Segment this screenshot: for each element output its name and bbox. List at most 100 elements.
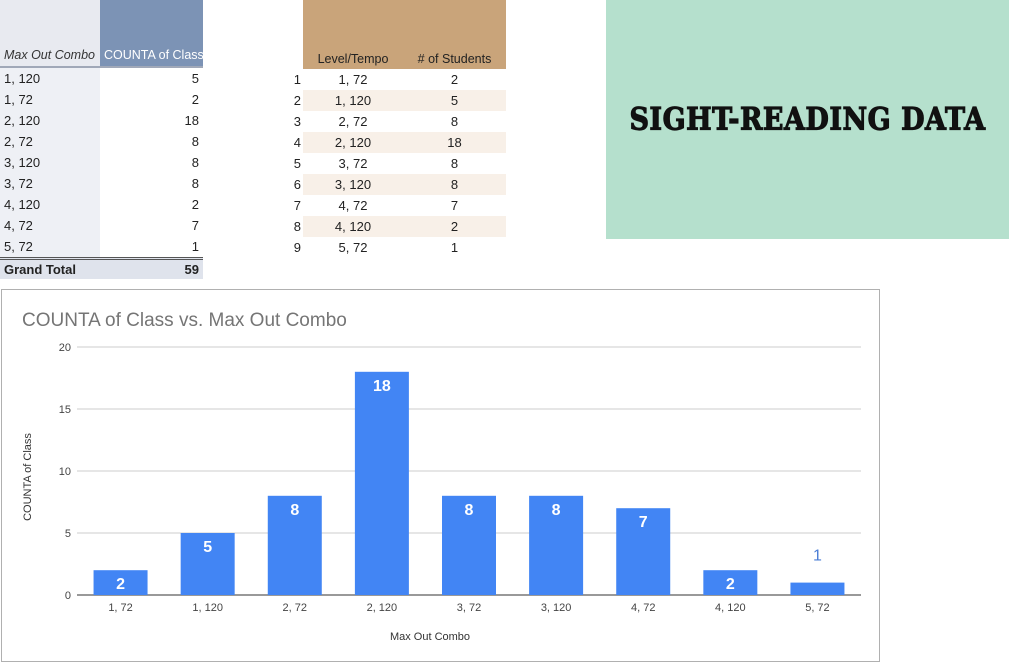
pivot-row: 2, 120 18 <box>0 110 203 131</box>
level-row-index[interactable]: 6 <box>293 177 301 192</box>
level-header-students: # of Students <box>417 52 492 66</box>
pivot-total-value[interactable]: 59 <box>184 262 199 277</box>
pivot-cell-combo[interactable]: 1, 120 <box>0 68 100 89</box>
level-header-cell[interactable]: # of Students <box>403 0 506 69</box>
level-cell-tempo[interactable]: 4, 72 <box>338 198 368 213</box>
x-tick-label: 1, 72 <box>108 602 132 614</box>
bar[interactable] <box>442 495 496 595</box>
y-tick-label: 20 <box>59 342 71 354</box>
level-rows: 1 1, 72 2 2 1, 120 5 3 2, 72 8 4 2, 120 18 5 3, 72 8 6 3… <box>280 69 506 258</box>
pivot-total-label[interactable]: Grand Total <box>4 262 76 277</box>
level-cell-tempo[interactable]: 1, 120 <box>303 90 403 111</box>
level-header: Level/Tempo # of Students <box>280 0 506 69</box>
x-tick-label: 1, 120 <box>192 602 223 614</box>
pivot-row: 4, 72 7 <box>0 215 203 236</box>
level-cell-students[interactable]: 2 <box>450 72 459 87</box>
pivot-cell-combo[interactable]: 2, 120 <box>0 110 100 131</box>
level-header-cell[interactable]: Level/Tempo <box>303 0 403 69</box>
level-row: 9 5, 72 1 <box>280 237 506 258</box>
x-tick-label: 2, 72 <box>283 602 307 614</box>
level-row-index[interactable]: 5 <box>293 156 301 171</box>
pivot-cell-combo[interactable]: 3, 72 <box>0 173 100 194</box>
pivot-row: 1, 72 2 <box>0 89 203 110</box>
x-tick-label: 5, 72 <box>805 602 829 614</box>
bar-data-label: 8 <box>552 502 561 519</box>
level-header-level: Level/Tempo <box>317 52 389 66</box>
x-tick-label: 2, 120 <box>367 602 398 614</box>
bar-chart[interactable]: COUNTA of Class vs. Max Out Combo 0 5 10 15… <box>1 289 880 662</box>
title-banner[interactable]: SIGHT-READING DATA <box>606 0 1009 239</box>
pivot-cell-count[interactable]: 8 <box>100 173 203 194</box>
pivot-cell-count[interactable]: 5 <box>100 68 203 89</box>
level-cell-tempo[interactable]: 2, 72 <box>338 114 368 129</box>
pivot-cell-count[interactable]: 2 <box>100 89 203 110</box>
bar[interactable] <box>354 371 409 595</box>
pivot-cell-count[interactable]: 1 <box>100 236 203 257</box>
pivot-header-combo: Max Out Combo <box>4 48 96 62</box>
level-row-index[interactable]: 9 <box>293 240 301 255</box>
level-row-index[interactable]: 8 <box>293 219 301 234</box>
x-axis-label: Max Out Combo <box>390 631 470 643</box>
level-cell-tempo[interactable]: 3, 120 <box>303 174 403 195</box>
banner-text: SIGHT-READING DATA <box>629 101 986 138</box>
level-row-index[interactable]: 1 <box>293 72 301 87</box>
bar[interactable] <box>703 570 758 595</box>
level-cell-tempo[interactable]: 2, 120 <box>303 132 403 153</box>
pivot-row: 5, 72 1 <box>0 236 203 257</box>
level-row: 3 2, 72 8 <box>280 111 506 132</box>
level-row: 7 4, 72 7 <box>280 195 506 216</box>
bar[interactable] <box>529 495 584 595</box>
pivot-cell-count[interactable]: 2 <box>100 194 203 215</box>
level-cell-tempo[interactable]: 5, 72 <box>338 240 368 255</box>
level-row-index[interactable]: 4 <box>293 135 301 150</box>
pivot-row: 3, 120 8 <box>0 152 203 173</box>
bar-data-label: 7 <box>639 514 648 531</box>
level-row: 1 1, 72 2 <box>280 69 506 90</box>
pivot-cell-count[interactable]: 7 <box>100 215 203 236</box>
bar[interactable] <box>93 570 148 595</box>
level-table: Level/Tempo # of Students 1 1, 72 2 2 1, 120… <box>280 0 506 258</box>
y-tick-label: 5 <box>65 528 71 540</box>
pivot-header-cell[interactable]: COUNTA of Class <box>100 0 203 66</box>
bar-data-label: 2 <box>116 576 125 593</box>
y-tick-label: 10 <box>59 466 71 478</box>
bar-data-label: 18 <box>373 378 391 395</box>
pivot-cell-count[interactable]: 8 <box>100 131 203 152</box>
level-row: 5 3, 72 8 <box>280 153 506 174</box>
level-cell-students[interactable]: 1 <box>450 240 459 255</box>
level-cell-tempo[interactable]: 4, 120 <box>303 216 403 237</box>
bar[interactable] <box>267 495 322 595</box>
level-cell-students[interactable]: 2 <box>403 216 506 237</box>
x-tick-label: 4, 72 <box>631 602 655 614</box>
level-cell-students[interactable]: 8 <box>403 174 506 195</box>
pivot-header-cell[interactable]: Max Out Combo <box>0 0 100 66</box>
pivot-cell-combo[interactable]: 4, 120 <box>0 194 100 215</box>
level-row-index[interactable]: 3 <box>293 114 301 129</box>
level-row-index[interactable]: 2 <box>293 93 301 108</box>
pivot-cell-combo[interactable]: 1, 72 <box>0 89 100 110</box>
level-cell-tempo[interactable]: 1, 72 <box>338 72 368 87</box>
y-tick-label: 15 <box>59 404 71 416</box>
pivot-cell-count[interactable]: 8 <box>100 152 203 173</box>
bar-data-label: 1 <box>813 548 822 565</box>
level-row: 4 2, 120 18 <box>280 132 506 153</box>
chart-x-ticks: 1, 72 1, 120 2, 72 2, 120 3, 72 3, 120 4, 72 4,… <box>108 602 829 614</box>
chart-bars: 2 5 8 18 8 8 7 2 1 <box>93 371 845 595</box>
level-cell-tempo[interactable]: 3, 72 <box>338 156 368 171</box>
pivot-cell-combo[interactable]: 2, 72 <box>0 131 100 152</box>
level-cell-students[interactable]: 5 <box>403 90 506 111</box>
pivot-cell-combo[interactable]: 4, 72 <box>0 215 100 236</box>
bar[interactable] <box>180 533 235 595</box>
x-tick-label: 3, 72 <box>457 602 481 614</box>
pivot-cell-combo[interactable]: 5, 72 <box>0 236 100 257</box>
x-tick-label: 3, 120 <box>541 602 572 614</box>
bar[interactable] <box>616 508 671 595</box>
level-cell-students[interactable]: 18 <box>403 132 506 153</box>
level-cell-students[interactable]: 8 <box>450 114 459 129</box>
pivot-cell-combo[interactable]: 3, 120 <box>0 152 100 173</box>
level-row-index[interactable]: 7 <box>293 198 301 213</box>
level-cell-students[interactable]: 8 <box>450 156 459 171</box>
level-cell-students[interactable]: 7 <box>450 198 459 213</box>
bar[interactable] <box>790 582 845 595</box>
pivot-cell-count[interactable]: 18 <box>100 110 203 131</box>
